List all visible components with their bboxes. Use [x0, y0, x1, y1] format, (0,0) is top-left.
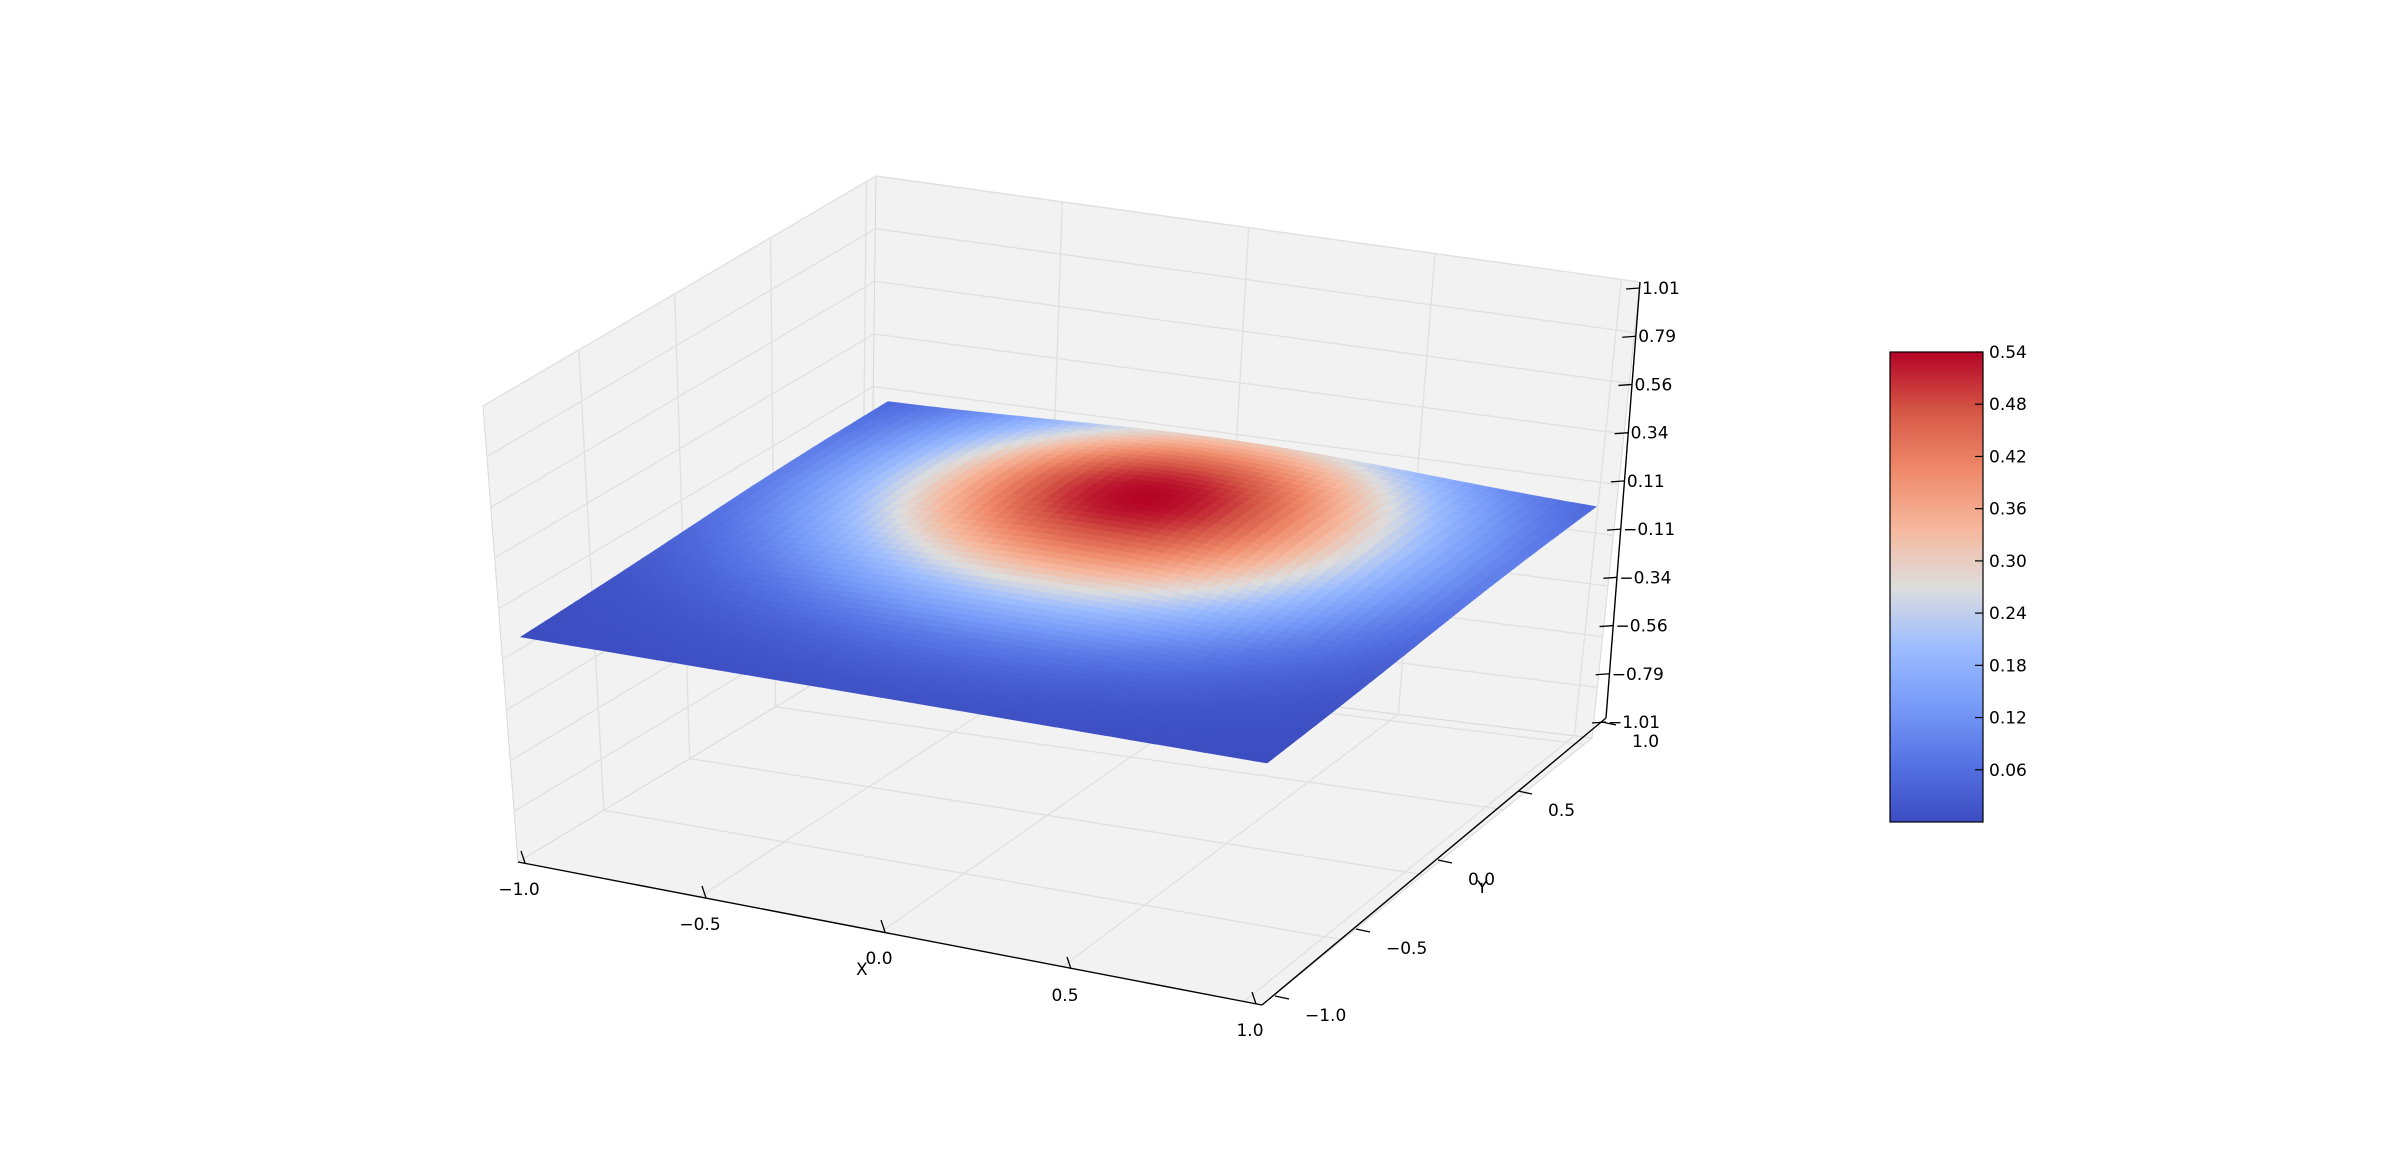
- z-tick-mark: [1614, 432, 1629, 435]
- x-tick-label: −0.5: [679, 915, 720, 935]
- y-tick-mark: [1274, 995, 1290, 1000]
- surface-facet: [1253, 756, 1274, 764]
- y-tick-label: 1.0: [1632, 732, 1659, 752]
- z-tick-label: 1.01: [1642, 279, 1680, 299]
- z-tick-mark: [1625, 287, 1641, 290]
- y-tick-label: 0.5: [1548, 801, 1575, 821]
- z-tick-label: 0.79: [1638, 327, 1676, 347]
- y-axis-line: [1261, 717, 1607, 1006]
- back-wall-grid-line: [875, 175, 1641, 283]
- colorbar-tick-label: 0.18: [1989, 656, 2027, 676]
- floor-grid-line: [775, 706, 1504, 811]
- left-wall-grid-line: [578, 349, 605, 811]
- surface-plot: [519, 401, 1597, 764]
- left-wall-grid-line: [674, 293, 691, 759]
- z-tick-mark: [1610, 480, 1625, 483]
- x-axis-label: X: [856, 960, 868, 980]
- z-tick-label: −1.01: [1608, 713, 1660, 733]
- z-axis-ticks: −1.01 −0.79 −0.56 −0.34 −0.11 0.11 0.34 0.56 0.7…: [1591, 279, 1680, 733]
- back-wall-grid-line: [1573, 279, 1623, 736]
- x-axis-line: [517, 861, 1263, 1006]
- y-axis-ticks: −1.0 −0.5 0.0 0.5 1.0: [1274, 721, 1659, 1026]
- left-wall-grid-line: [482, 175, 877, 407]
- colorbar-tick-label: 0.12: [1989, 709, 2027, 729]
- floor-grid-line: [689, 757, 1424, 876]
- x-tick-label: 0.0: [865, 949, 892, 969]
- colorbar-tick-label: 0.30: [1989, 552, 2027, 572]
- floor-grid-line: [1243, 735, 1575, 1003]
- z-tick-mark: [1618, 383, 1633, 387]
- colorbar-tick-label: 0.54: [1989, 343, 2027, 363]
- z-tick-label: −0.56: [1616, 617, 1668, 637]
- x-tick-mark: [701, 885, 707, 899]
- x-tick-mark: [520, 850, 526, 864]
- z-tick-mark: [1599, 624, 1614, 628]
- back-wall-grid-line: [873, 333, 1625, 435]
- y-axis-label: Y: [1476, 878, 1488, 898]
- z-tick-label: −0.79: [1612, 665, 1664, 685]
- back-wall-grid-line: [874, 280, 1630, 384]
- colorbar-tick-label: 0.36: [1989, 500, 2027, 520]
- x-tick-mark: [880, 919, 886, 933]
- z-tick-mark: [1622, 335, 1637, 338]
- left-wall-grid-line: [498, 386, 874, 610]
- z-tick-mark: [1603, 576, 1618, 579]
- x-tick-mark: [1251, 991, 1257, 1005]
- y-tick-mark: [1355, 928, 1371, 933]
- y-tick-mark: [1437, 859, 1453, 864]
- y-tick-label: −0.5: [1386, 939, 1427, 959]
- back-wall-grid-line: [873, 386, 1619, 486]
- axes-lines: [517, 281, 1641, 1006]
- z-tick-label: 0.11: [1627, 472, 1665, 492]
- x-tick-mark: [1066, 956, 1072, 970]
- y-tick-label: −1.0: [1305, 1006, 1346, 1026]
- colorbar-ticks: 0.06 0.12 0.18 0.24 0.30 0.36 0.42 0.48 0.54: [1975, 343, 2027, 781]
- z-tick-label: 0.34: [1631, 424, 1669, 444]
- back-wall-grid-line: [875, 228, 1635, 334]
- left-wall-grid-line: [490, 280, 875, 508]
- colorbar: 0.06 0.12 0.18 0.24 0.30 0.36 0.42 0.48 0.54: [1889, 343, 2027, 823]
- x-tick-label: 0.5: [1051, 986, 1078, 1006]
- floor-grid-line: [603, 809, 1343, 941]
- colorbar-tick-label: 0.24: [1989, 604, 2027, 624]
- y-tick-mark: [1517, 790, 1533, 795]
- x-tick-label: −1.0: [498, 880, 539, 900]
- floor-grid-line: [1061, 713, 1399, 968]
- z-tick-label: −0.34: [1619, 568, 1671, 588]
- left-wall-grid-line: [486, 228, 876, 458]
- colorbar-tick-label: 0.06: [1989, 761, 2027, 781]
- z-tick-label: 0.56: [1634, 375, 1672, 395]
- colorbar-gradient: [1889, 351, 1984, 823]
- x-axis-ticks: −1.0 −0.5 0.0 0.5 1.0: [498, 850, 1264, 1041]
- colorbar-tick-label: 0.42: [1989, 447, 2027, 467]
- y-tick-label: 0.0: [1468, 870, 1495, 890]
- z-tick-mark: [1607, 528, 1622, 531]
- colorbar-tick-label: 0.48: [1989, 395, 2027, 415]
- z-tick-mark: [1595, 673, 1610, 676]
- z-axis-line: [1605, 281, 1641, 719]
- z-tick-mark: [1591, 721, 1607, 724]
- left-wall-grid-line: [494, 333, 875, 559]
- z-tick-label: −0.11: [1623, 520, 1675, 540]
- x-tick-label: 1.0: [1236, 1021, 1263, 1041]
